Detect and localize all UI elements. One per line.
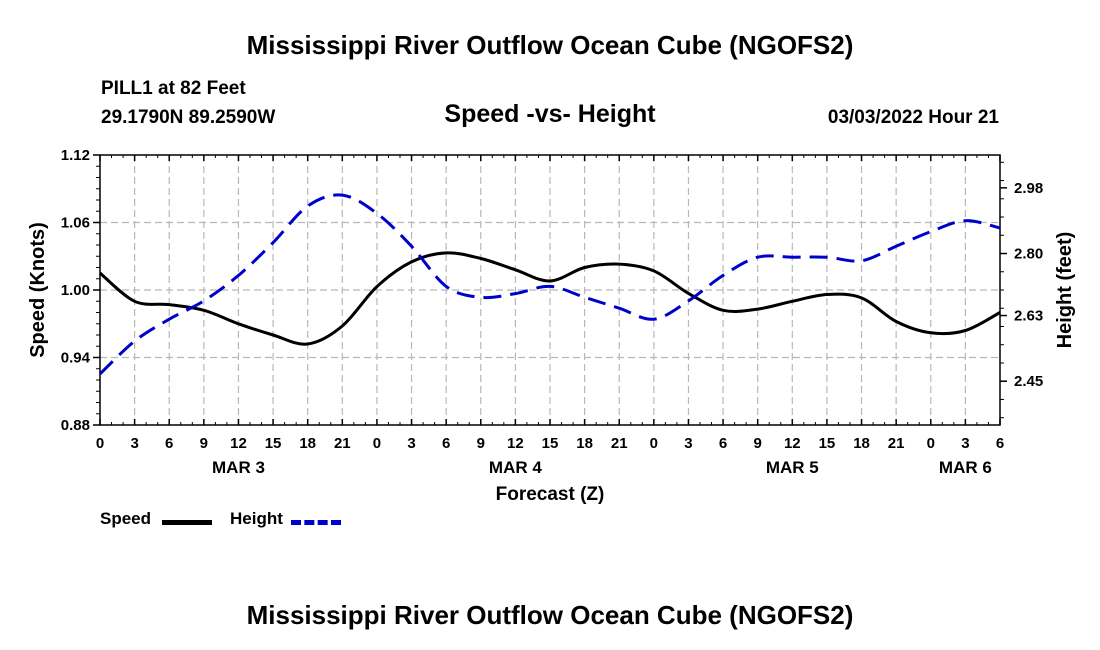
y2-tick-label: 2.63 — [1014, 308, 1043, 325]
y2-tick-label: 2.80 — [1014, 246, 1043, 263]
y2-tick-label: 2.98 — [1014, 180, 1043, 197]
y-axis-label: Speed (Knots) — [27, 222, 49, 358]
x-tick-label: 3 — [407, 435, 415, 452]
x-axis-label: Forecast (Z) — [496, 484, 605, 505]
x-tick-label: 21 — [888, 435, 905, 452]
station-coords: 29.1790N 89.2590W — [101, 107, 276, 128]
x-tick-label: 18 — [576, 435, 593, 452]
forecast-datetime: 03/03/2022 Hour 21 — [827, 107, 999, 128]
tick-layer: 0 3 6 9 12 15 18 21 0 3 6 9 12 15 18 21 0 3 6 9 12 15 18 21 0 3 6M… — [61, 147, 1043, 477]
grid-layer — [100, 155, 1000, 425]
footer-title: Mississippi River Outflow Ocean Cube (NG… — [246, 600, 854, 630]
y2-tick-label: 2.45 — [1014, 373, 1043, 390]
x-tick-label: 15 — [265, 435, 282, 452]
legend-speed-label: Speed — [100, 509, 152, 528]
height-series-line — [98, 193, 1001, 375]
x-tick-label: 15 — [542, 435, 559, 452]
x-tick-label: 15 — [819, 435, 836, 452]
speed-series-line — [99, 251, 1001, 346]
date-label: MAR 6 — [939, 458, 992, 477]
x-tick-label: 0 — [650, 435, 658, 452]
date-label: MAR 4 — [489, 458, 542, 477]
x-tick-label: 3 — [961, 435, 969, 452]
y-tick-label: 0.94 — [61, 350, 91, 367]
y-tick-label: 1.12 — [61, 147, 90, 164]
legend-height-label: Height — [230, 509, 283, 528]
speed-height-chart: 0 3 6 9 12 15 18 21 0 3 6 9 12 15 18 21 0 3 6 9 12 15 18 21 0 3 6M… — [27, 147, 1076, 505]
x-tick-label: 0 — [927, 435, 935, 452]
y-tick-label: 1.00 — [61, 282, 90, 299]
x-tick-label: 0 — [96, 435, 104, 452]
x-tick-label: 9 — [200, 435, 208, 452]
legend-height-swatch — [291, 520, 341, 525]
y-tick-label: 0.88 — [61, 417, 90, 434]
y2-axis-label: Height (feet) — [1054, 232, 1076, 349]
x-tick-label: 6 — [996, 435, 1004, 452]
x-tick-label: 0 — [373, 435, 381, 452]
legend-speed-swatch — [162, 520, 212, 525]
x-tick-label: 9 — [477, 435, 485, 452]
chart-subtitle: Speed -vs- Height — [444, 100, 656, 128]
x-tick-label: 12 — [507, 435, 524, 452]
x-tick-label: 6 — [165, 435, 173, 452]
x-tick-label: 6 — [442, 435, 450, 452]
chart-main-title: Mississippi River Outflow Ocean Cube (NG… — [246, 30, 854, 60]
x-tick-label: 18 — [853, 435, 870, 452]
x-tick-label: 9 — [754, 435, 762, 452]
x-tick-label: 3 — [684, 435, 692, 452]
x-tick-label: 12 — [784, 435, 801, 452]
x-tick-label: 21 — [334, 435, 351, 452]
station-label: PILL1 at 82 Feet — [101, 78, 246, 99]
y-tick-label: 1.06 — [61, 215, 90, 232]
x-tick-label: 3 — [130, 435, 138, 452]
x-tick-label: 6 — [719, 435, 727, 452]
x-tick-label: 21 — [611, 435, 628, 452]
series-layer — [98, 193, 1001, 375]
date-label: MAR 5 — [766, 458, 819, 477]
x-tick-label: 18 — [299, 435, 316, 452]
x-tick-label: 12 — [230, 435, 247, 452]
date-label: MAR 3 — [212, 458, 265, 477]
